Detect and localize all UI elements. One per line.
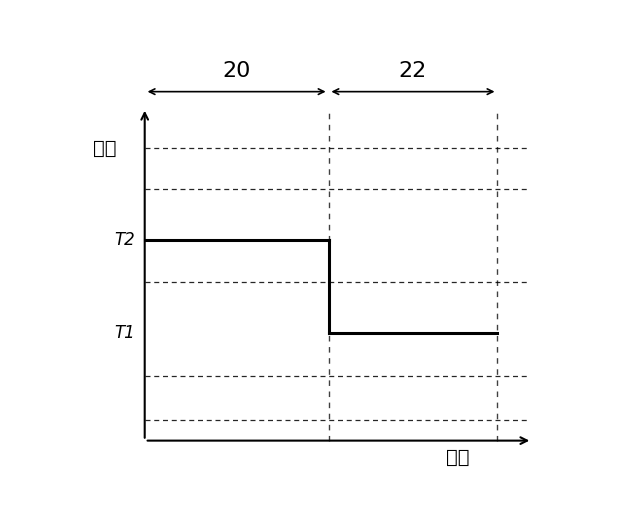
Text: T2: T2 <box>114 231 135 249</box>
Text: 时间: 时间 <box>446 448 469 467</box>
Text: 22: 22 <box>399 61 427 81</box>
Text: 温度: 温度 <box>93 139 117 158</box>
Text: T1: T1 <box>114 324 135 342</box>
Text: 20: 20 <box>222 61 251 81</box>
